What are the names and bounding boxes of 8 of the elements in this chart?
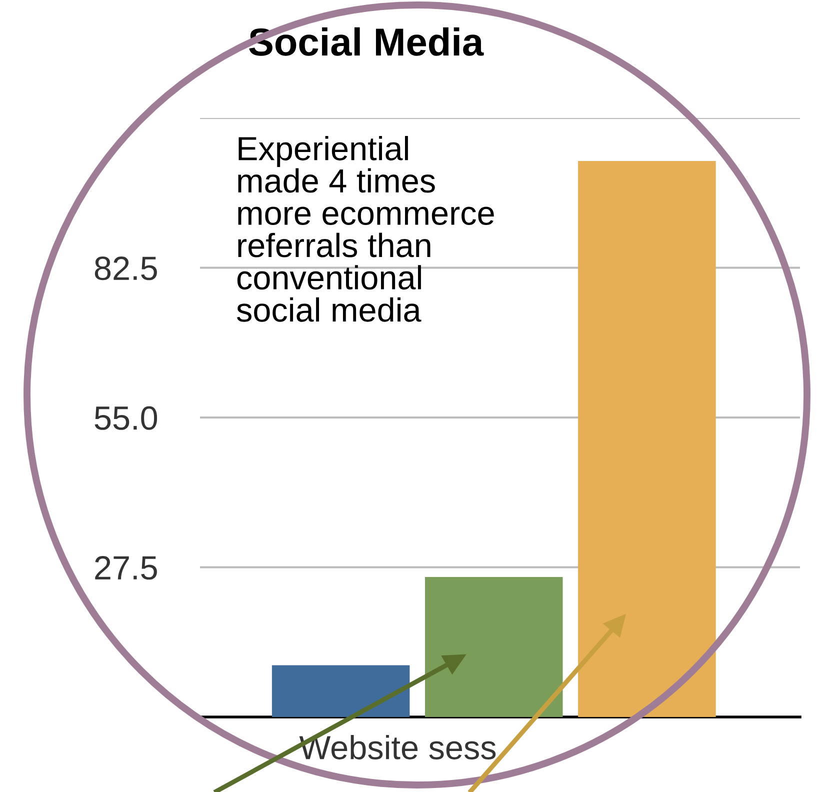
annotation: Experiential made 4 times more ecommerce referrals than conventional social media [236,136,494,322]
y-tick-label: 27.5 [95,556,157,580]
bar [272,665,410,717]
bar [578,161,716,717]
y-tick-label: 82.5 [94,256,157,280]
y-tick-label: 55.0 [94,406,158,430]
x-axis-title: Website sess [299,734,496,760]
chart-title: Social Media [249,27,484,56]
